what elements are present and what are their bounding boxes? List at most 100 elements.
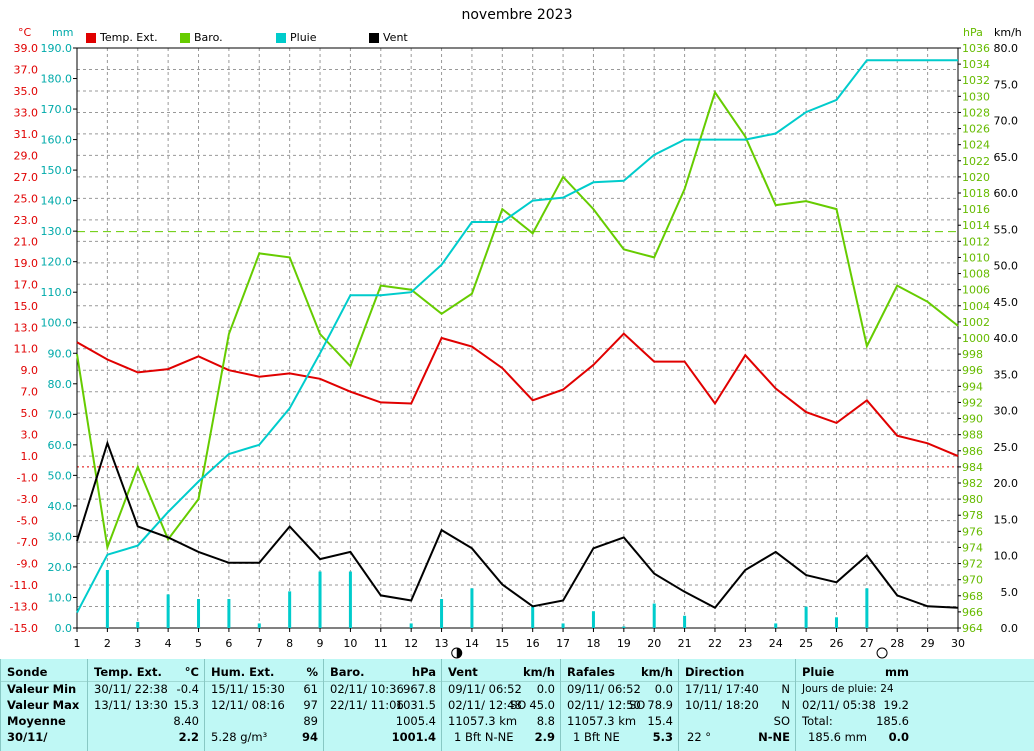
rain-bar: [105, 570, 109, 628]
legend-rain: Pluie: [276, 31, 317, 44]
x-tick-label: 21: [678, 637, 692, 650]
summary-temp: Temp. Ext. °C 30/11/ 22:38 -0.4 13/11/ 13:…: [87, 659, 205, 751]
legend-swatch: [180, 32, 190, 43]
x-tick-label: 12: [404, 637, 418, 650]
x-tick-label: 18: [586, 637, 600, 650]
baro-tick-label: 1004: [962, 300, 990, 313]
rain-tick-label: 70.0: [48, 408, 73, 421]
x-tick-label: 17: [556, 637, 570, 650]
temp-tick-label: 5.0: [21, 407, 39, 420]
temp-tick-label: 15.0: [14, 300, 39, 313]
temp-tick-label: 3.0: [21, 429, 39, 442]
x-tick-label: 4: [165, 637, 172, 650]
series-line-rain: [76, 59, 958, 614]
baro-tick-label: 1008: [962, 268, 990, 281]
x-tick-label: 28: [890, 637, 904, 650]
summary-gust: Rafales km/h 09/11/ 06:52 0.0 02/11/ 12:50…: [560, 659, 679, 751]
rain-tick-label: 140.0: [41, 195, 73, 208]
legend-baro: Baro.: [180, 31, 223, 44]
summary-rain: Pluie mm Jours de pluie: 24 02/11/ 05:38 1…: [795, 659, 915, 751]
baro-tick-label: 994: [962, 380, 983, 393]
wind-tick-label: 10.0: [994, 550, 1019, 563]
rain-bar: [166, 594, 170, 628]
wind-tick-label: 45.0: [994, 296, 1019, 309]
rain-tick-label: 110.0: [41, 286, 73, 299]
rain-bar: [622, 626, 626, 628]
temp-tick-label: 25.0: [14, 192, 39, 205]
x-tick-label: 24: [769, 637, 783, 650]
rain-bar: [470, 588, 474, 628]
x-tick-label: 26: [829, 637, 843, 650]
x-tick-label: 16: [526, 637, 540, 650]
rain-bar: [227, 599, 231, 628]
rain-bar: [288, 591, 292, 628]
rain-bar: [409, 623, 413, 628]
temp-tick-label: 7.0: [21, 386, 39, 399]
plot-frame: [76, 47, 959, 629]
temp-tick-label: 19.0: [14, 257, 39, 270]
wind-tick-label: 75.0: [994, 78, 1019, 91]
baro-tick-label: 978: [962, 509, 983, 522]
rain-tick-label: 120.0: [41, 256, 73, 269]
legend-swatch: [276, 32, 286, 43]
x-tick-label: 25: [799, 637, 813, 650]
rain-tick-label: 170.0: [41, 103, 73, 116]
wind-tick-label: 70.0: [994, 115, 1019, 128]
x-tick-label: 30: [951, 637, 965, 650]
baro-tick-label: 986: [962, 445, 983, 458]
baro-tick-label: 988: [962, 429, 983, 442]
temp-tick-label: -9.0: [17, 558, 38, 571]
chart-axes: 39.037.035.033.031.029.027.025.023.021.0…: [10, 42, 1018, 650]
x-tick-label: 11: [374, 637, 388, 650]
summary-baro: Baro. hPa 02/11/ 10:36 967.8 22/11/ 11:06 1…: [323, 659, 442, 751]
baro-tick-label: 976: [962, 525, 983, 538]
baro-tick-label: 1018: [962, 187, 990, 200]
wind-tick-label: 65.0: [994, 151, 1019, 164]
baro-tick-label: 990: [962, 413, 983, 426]
temp-tick-label: 33.0: [14, 106, 39, 119]
temp-tick-label: 35.0: [14, 85, 39, 98]
moon-outline: [876, 647, 888, 659]
baro-tick-label: 992: [962, 396, 983, 409]
legend-temp: Temp. Ext.: [86, 31, 158, 44]
temp-tick-label: -5.0: [17, 515, 38, 528]
rain-tick-label: 150.0: [41, 164, 73, 177]
moon-icons: [451, 647, 888, 659]
wind-tick-label: 20.0: [994, 477, 1019, 490]
wind-tick-label: 25.0: [994, 441, 1019, 454]
baro-tick-label: 1028: [962, 106, 990, 119]
temp-tick-label: 21.0: [14, 235, 39, 248]
summary-sonde: Sonde Valeur Min Valeur Max Moyenne 30/1…: [0, 659, 88, 751]
temp-tick-label: 11.0: [14, 343, 39, 356]
baro-tick-label: 1026: [962, 123, 990, 136]
temp-tick-label: 37.0: [14, 63, 39, 76]
baro-tick-label: 1022: [962, 155, 990, 168]
rain-bar: [804, 606, 808, 628]
wind-tick-label: 40.0: [994, 332, 1019, 345]
wind-unit: km/h: [994, 26, 1022, 39]
new-moon-icon: [451, 647, 463, 659]
baro-tick-label: 968: [962, 590, 983, 603]
x-tick-label: 20: [647, 637, 661, 650]
chart-title: novembre 2023: [461, 7, 573, 23]
baro-tick-label: 1016: [962, 203, 990, 216]
legend-wind: Vent: [369, 31, 408, 44]
x-tick-label: 13: [435, 637, 449, 650]
rain-bar: [591, 611, 595, 628]
temp-tick-label: 23.0: [14, 214, 39, 227]
series-line-baro: [76, 90, 959, 552]
temp-tick-label: 9.0: [21, 364, 39, 377]
baro-tick-label: 980: [962, 493, 983, 506]
baro-tick-label: 1034: [962, 58, 990, 71]
x-tick-label: 19: [617, 637, 631, 650]
moon-shadow: [456, 648, 462, 658]
rain-tick-label: 10.0: [48, 591, 73, 604]
x-tick-label: 10: [343, 637, 357, 650]
rain-bar: [136, 621, 140, 628]
x-tick-label: 1: [74, 637, 81, 650]
baro-tick-label: 1002: [962, 316, 990, 329]
wind-tick-label: 55.0: [994, 223, 1019, 236]
rain-bar: [774, 623, 778, 628]
series-line-wind: [76, 439, 959, 609]
baro-tick-label: 1032: [962, 74, 990, 87]
